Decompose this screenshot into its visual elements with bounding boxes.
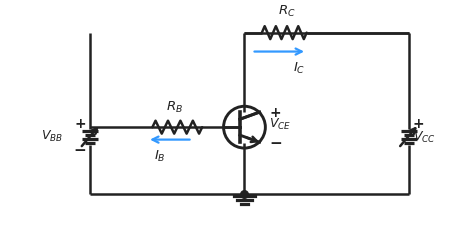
Text: −: − — [73, 143, 86, 158]
Text: $V_{CE}$: $V_{CE}$ — [269, 117, 292, 132]
Text: $I_C$: $I_C$ — [293, 61, 305, 76]
Text: $R_C$: $R_C$ — [278, 4, 296, 19]
Text: +: + — [412, 117, 424, 131]
Text: $R_B$: $R_B$ — [166, 100, 183, 115]
Text: −: − — [269, 136, 282, 151]
Text: $I_B$: $I_B$ — [154, 148, 166, 164]
Text: +: + — [74, 117, 86, 131]
Text: $V_{CC}$: $V_{CC}$ — [412, 130, 435, 145]
Text: +: + — [269, 106, 281, 120]
Text: $V_{BB}$: $V_{BB}$ — [41, 129, 63, 144]
